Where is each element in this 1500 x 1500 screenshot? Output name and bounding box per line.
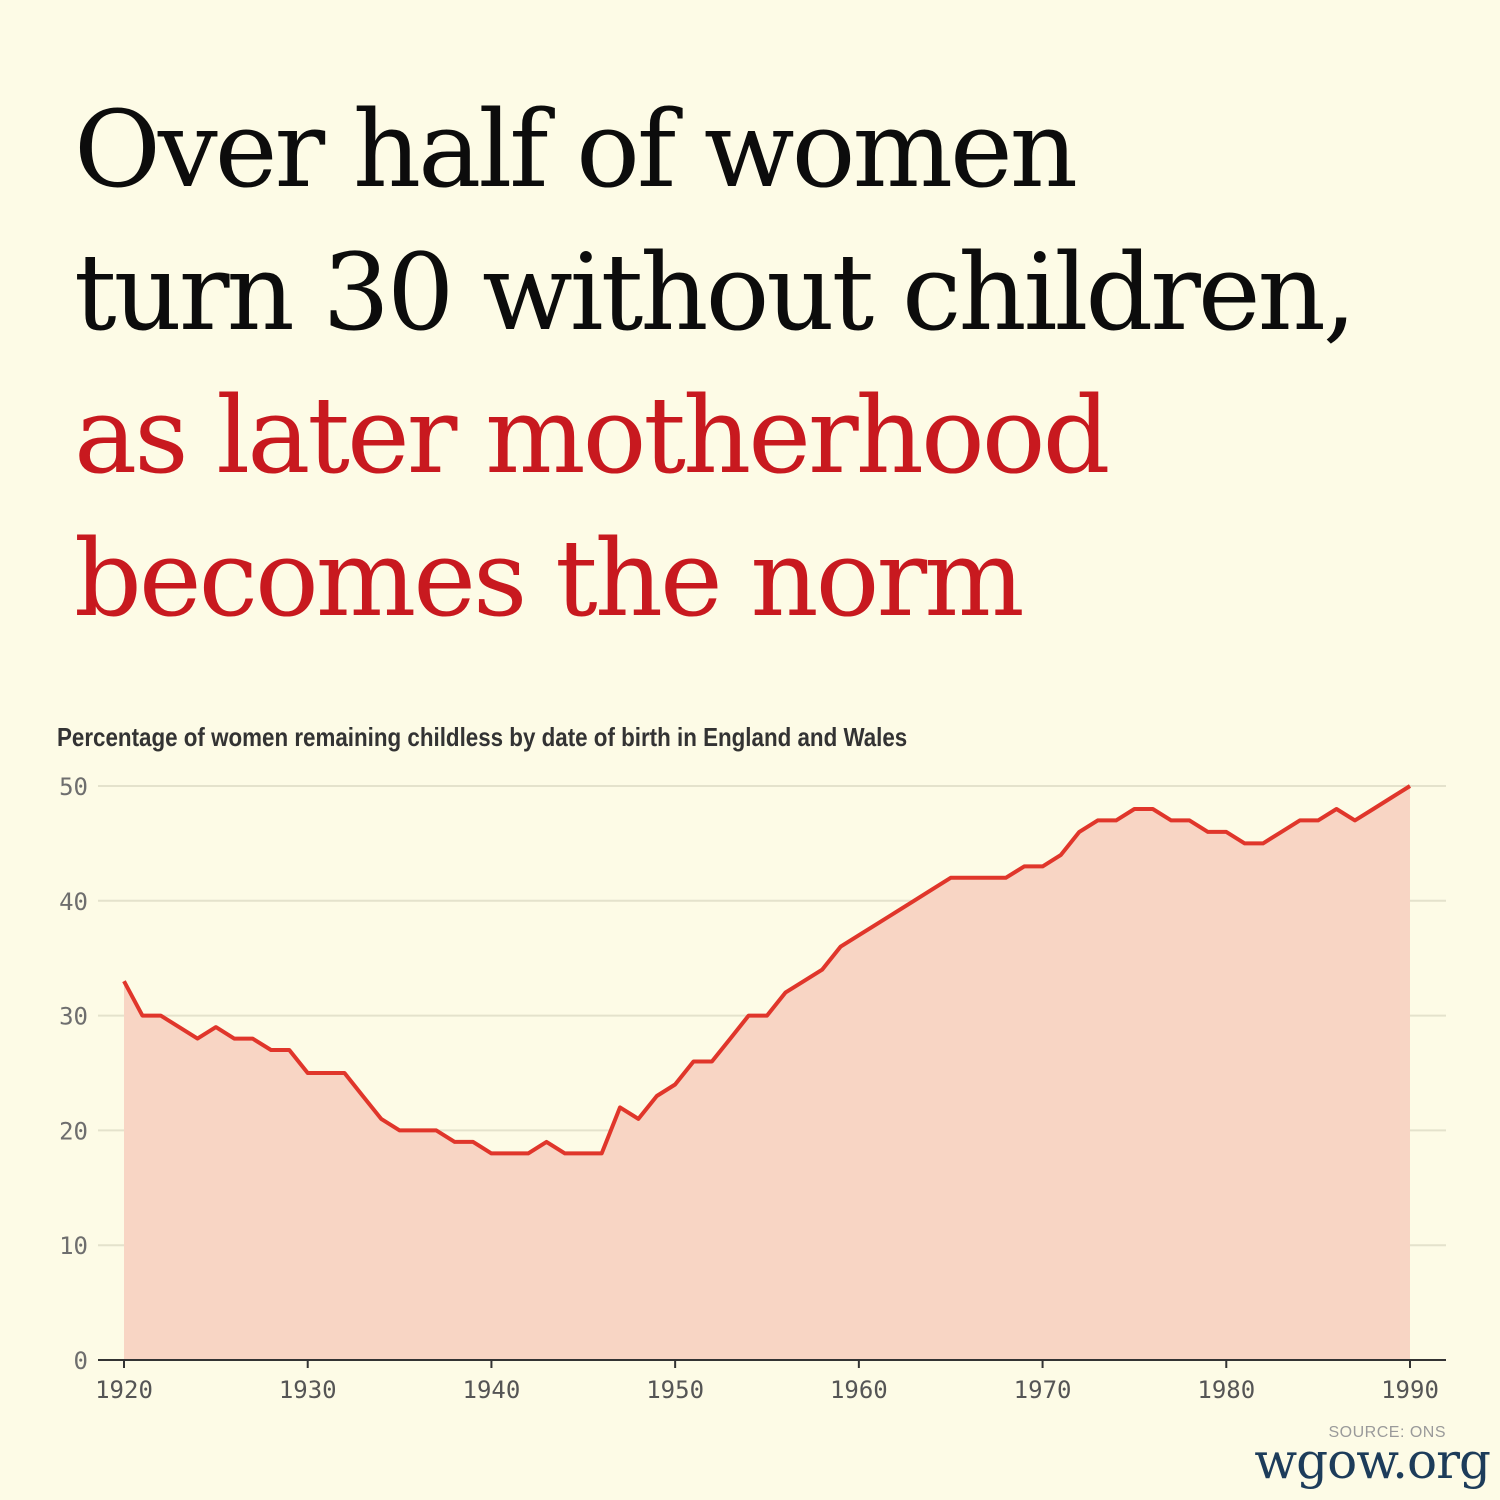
area-fill	[124, 786, 1410, 1360]
x-tick-label: 1940	[463, 1376, 521, 1404]
headline-line-4: becomes the norm	[74, 517, 1025, 640]
x-axis-ticks	[123, 1360, 1411, 1368]
chart-title: Percentage of women remaining childless …	[57, 722, 908, 752]
y-tick-label: 50	[59, 773, 88, 801]
x-axis-labels: 1920 1930 1940 1950 1960 1970 1980 1990	[95, 1376, 1439, 1404]
y-tick-label: 40	[59, 888, 88, 916]
source-note: SOURCE: ONS	[1328, 1424, 1446, 1441]
y-tick-label: 10	[59, 1232, 88, 1260]
x-tick-label: 1930	[279, 1376, 337, 1404]
headline-line-2: turn 30 without children,	[74, 231, 1357, 354]
headline-line-1: Over half of women	[74, 88, 1078, 211]
brand-logo: wgow.org	[1254, 1432, 1491, 1490]
series-line	[122, 784, 1412, 1156]
x-tick-label: 1990	[1381, 1376, 1439, 1404]
headline: Over half of women turn 30 without child…	[74, 78, 1474, 650]
y-axis-labels: 0 10 20 30 40 50	[59, 773, 88, 1375]
x-tick-label: 1960	[830, 1376, 888, 1404]
y-tick-label: 20	[59, 1117, 88, 1145]
headline-line-3: as later motherhood	[74, 374, 1110, 497]
x-tick-label: 1920	[95, 1376, 153, 1404]
x-tick-label: 1980	[1197, 1376, 1255, 1404]
y-tick-label: 0	[74, 1347, 88, 1375]
x-tick-label: 1950	[646, 1376, 704, 1404]
x-tick-label: 1970	[1014, 1376, 1072, 1404]
y-tick-label: 30	[59, 1003, 88, 1031]
